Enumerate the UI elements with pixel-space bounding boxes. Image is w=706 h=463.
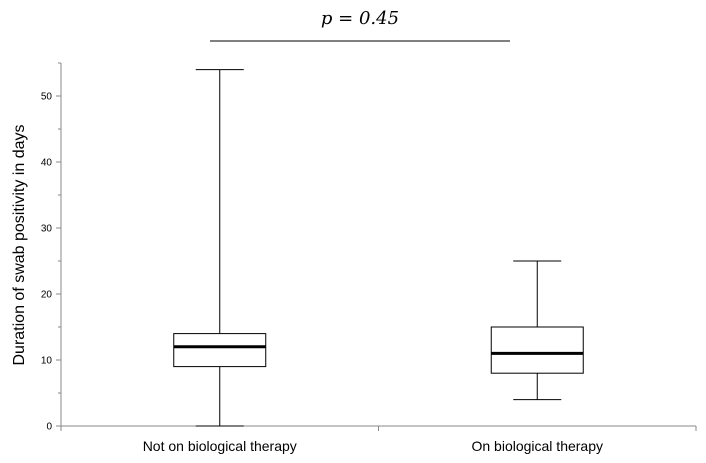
- y-tick-label: 40: [41, 158, 53, 169]
- y-tick-label: 20: [41, 290, 53, 301]
- iqr-box: [173, 333, 267, 368]
- x-category-label: On biological therapy: [471, 438, 603, 454]
- y-tick-label: 50: [41, 92, 53, 103]
- p-value-annotation: p = 0.45: [210, 8, 510, 42]
- iqr-box: [490, 326, 584, 374]
- x-category-label: Not on biological therapy: [143, 438, 297, 454]
- axes: 0 10 20 30 40 50 Not on biological therapy On b…: [41, 62, 697, 454]
- y-axis-title: Duration of swab positivity in days: [11, 125, 28, 366]
- y-tick-label: 10: [41, 356, 53, 367]
- box-2: [490, 260, 584, 401]
- p-value-text: p = 0.45: [321, 8, 399, 29]
- box-1: [173, 69, 267, 427]
- boxes: [173, 69, 584, 427]
- y-tick-label: 0: [46, 422, 52, 433]
- y-tick-label: 30: [41, 224, 53, 235]
